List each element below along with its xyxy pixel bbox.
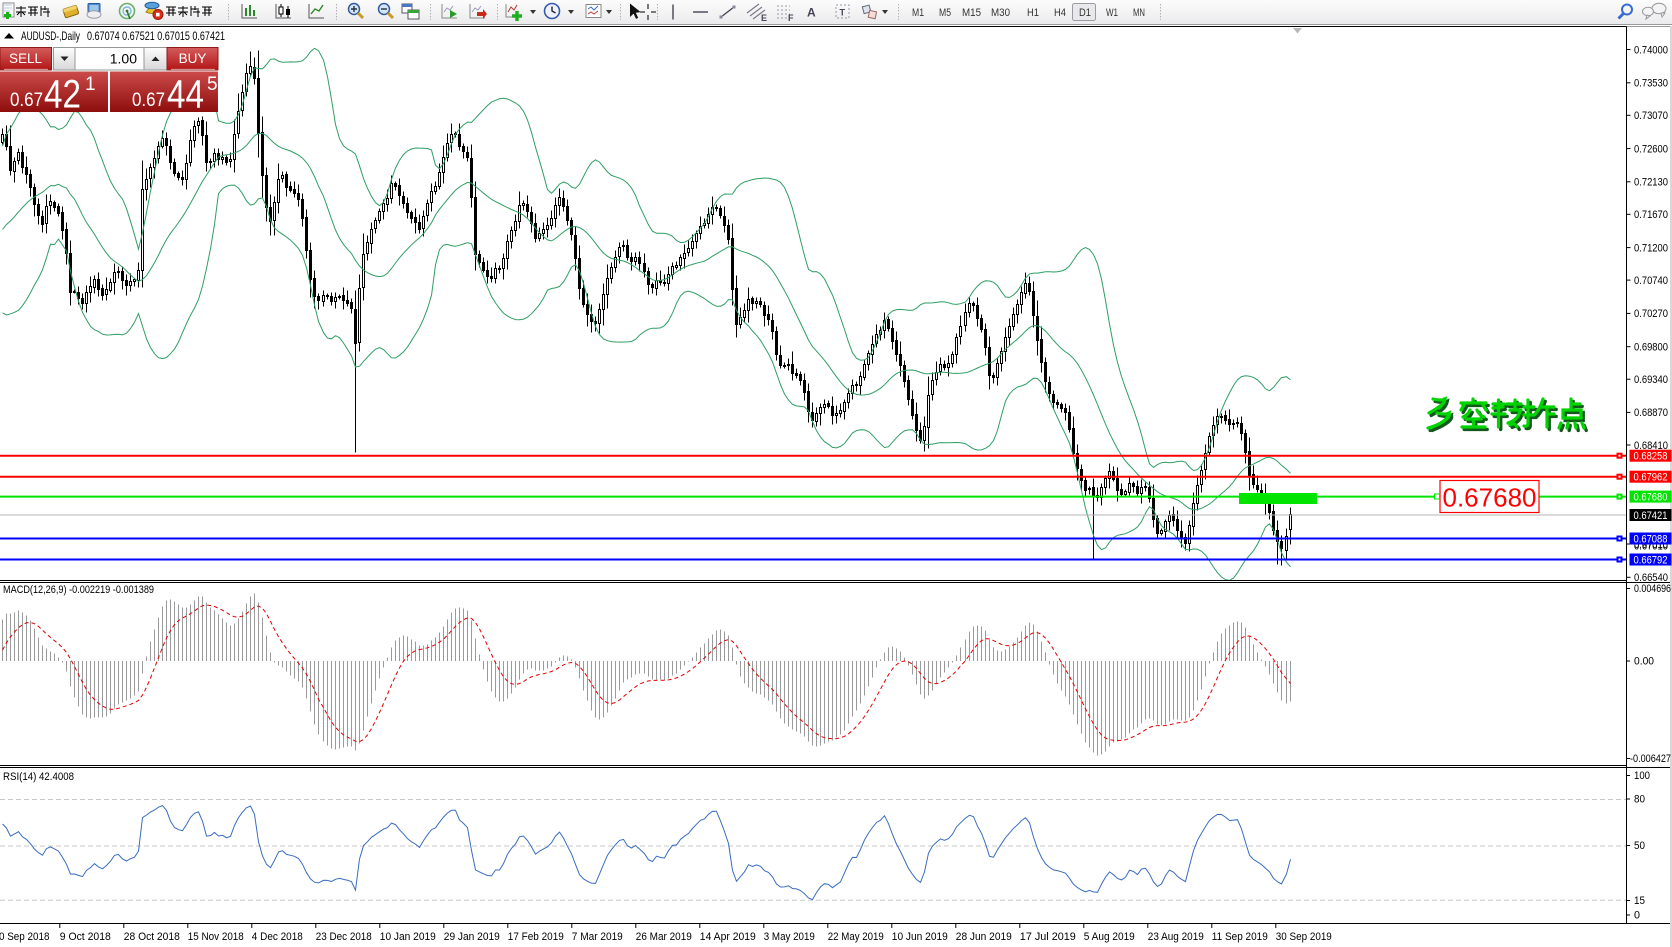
svg-text:SELL: SELL	[9, 51, 43, 66]
svg-text:9 Oct 2018: 9 Oct 2018	[60, 931, 111, 943]
svg-text:0.74000: 0.74000	[1634, 44, 1668, 56]
svg-text:D1: D1	[1079, 7, 1091, 19]
svg-text:0.00: 0.00	[1634, 656, 1654, 668]
svg-text:RSI(14) 42.4008: RSI(14) 42.4008	[3, 771, 74, 783]
svg-text:F: F	[788, 13, 794, 23]
svg-text:7 Mar 2019: 7 Mar 2019	[572, 931, 623, 943]
svg-text:14 Apr 2019: 14 Apr 2019	[700, 931, 756, 943]
svg-text:20 Sep 2018: 20 Sep 2018	[0, 931, 50, 943]
svg-text:0.68258: 0.68258	[1634, 451, 1668, 463]
svg-text:17 Jul 2019: 17 Jul 2019	[1020, 931, 1076, 943]
svg-text:0.67680: 0.67680	[1443, 483, 1537, 513]
svg-text:0.67: 0.67	[132, 90, 165, 111]
svg-text:28 Jun 2019: 28 Jun 2019	[956, 931, 1012, 943]
svg-text:15 Nov 2018: 15 Nov 2018	[188, 931, 244, 943]
svg-text:MACD(12,26,9) -0.002219 -0.001: MACD(12,26,9) -0.002219 -0.001389	[3, 584, 154, 596]
svg-text:M15: M15	[962, 7, 981, 19]
svg-text:0.70740: 0.70740	[1634, 275, 1668, 287]
svg-text:26 Mar 2019: 26 Mar 2019	[636, 931, 692, 943]
svg-text:15: 15	[1634, 895, 1645, 907]
svg-text:W1: W1	[1106, 7, 1118, 19]
svg-text:0.73530: 0.73530	[1634, 78, 1668, 90]
svg-text:3 May 2019: 3 May 2019	[764, 931, 815, 943]
svg-text:0.67: 0.67	[10, 90, 43, 111]
svg-text:28 Oct 2018: 28 Oct 2018	[124, 931, 180, 943]
svg-text:23 Aug 2019: 23 Aug 2019	[1148, 931, 1204, 943]
svg-text:42: 42	[44, 73, 81, 117]
svg-text:17 Feb 2019: 17 Feb 2019	[508, 931, 564, 943]
svg-text:100: 100	[1634, 770, 1650, 782]
svg-text:BUY: BUY	[179, 51, 207, 66]
svg-text:22 May 2019: 22 May 2019	[828, 931, 884, 943]
svg-text:5: 5	[207, 74, 218, 95]
svg-text:30 Sep 2019: 30 Sep 2019	[1276, 931, 1332, 943]
svg-text:0.67421: 0.67421	[1634, 510, 1668, 522]
svg-text:0.69340: 0.69340	[1634, 374, 1668, 386]
svg-text:0.69800: 0.69800	[1634, 342, 1668, 354]
svg-text:M1: M1	[912, 7, 924, 19]
svg-text:0.73070: 0.73070	[1634, 110, 1668, 122]
svg-text:0.72600: 0.72600	[1634, 143, 1668, 155]
svg-text:1.00: 1.00	[110, 51, 137, 67]
svg-text:23 Dec 2018: 23 Dec 2018	[316, 931, 372, 943]
svg-text:0.68410: 0.68410	[1634, 440, 1668, 452]
svg-text:0.68870: 0.68870	[1634, 407, 1668, 419]
svg-text:MN: MN	[1133, 7, 1145, 19]
svg-text:0.004696: 0.004696	[1634, 583, 1671, 595]
svg-text:0.71200: 0.71200	[1634, 242, 1668, 254]
svg-text:-0.006427: -0.006427	[1630, 753, 1671, 765]
svg-text:10 Jan 2019: 10 Jan 2019	[380, 931, 436, 943]
svg-text:M5: M5	[939, 7, 951, 19]
svg-text:0: 0	[1634, 910, 1640, 922]
svg-text:0.66792: 0.66792	[1634, 555, 1668, 567]
svg-text:29 Jan 2019: 29 Jan 2019	[444, 931, 500, 943]
svg-text:5 Aug 2019: 5 Aug 2019	[1084, 931, 1135, 943]
svg-text:1: 1	[85, 74, 96, 95]
svg-text:10 Jun 2019: 10 Jun 2019	[892, 931, 948, 943]
svg-text:T: T	[840, 8, 846, 18]
svg-text:11 Sep 2019: 11 Sep 2019	[1212, 931, 1268, 943]
svg-text:50: 50	[1634, 840, 1645, 852]
svg-text:4 Dec 2018: 4 Dec 2018	[252, 931, 303, 943]
svg-text:0.67680: 0.67680	[1634, 492, 1668, 504]
svg-text:AUDUSD-,Daily: AUDUSD-,Daily	[21, 29, 80, 43]
svg-text:H4: H4	[1054, 7, 1066, 19]
svg-text:0.66540: 0.66540	[1634, 572, 1668, 584]
svg-text:E: E	[761, 13, 767, 23]
svg-text:44: 44	[167, 73, 204, 117]
svg-text:0.70270: 0.70270	[1634, 308, 1668, 320]
svg-text:A: A	[807, 6, 816, 20]
svg-text:0.67074 0.67521 0.67015 0.6742: 0.67074 0.67521 0.67015 0.67421	[87, 29, 225, 43]
svg-text:0.72130: 0.72130	[1634, 177, 1668, 189]
svg-text:M30: M30	[991, 7, 1010, 19]
svg-text:0.67088: 0.67088	[1634, 534, 1668, 546]
svg-text:H1: H1	[1027, 7, 1039, 19]
svg-text:80: 80	[1634, 794, 1645, 806]
svg-text:0.67962: 0.67962	[1634, 472, 1668, 484]
svg-text:0.71670: 0.71670	[1634, 209, 1668, 221]
